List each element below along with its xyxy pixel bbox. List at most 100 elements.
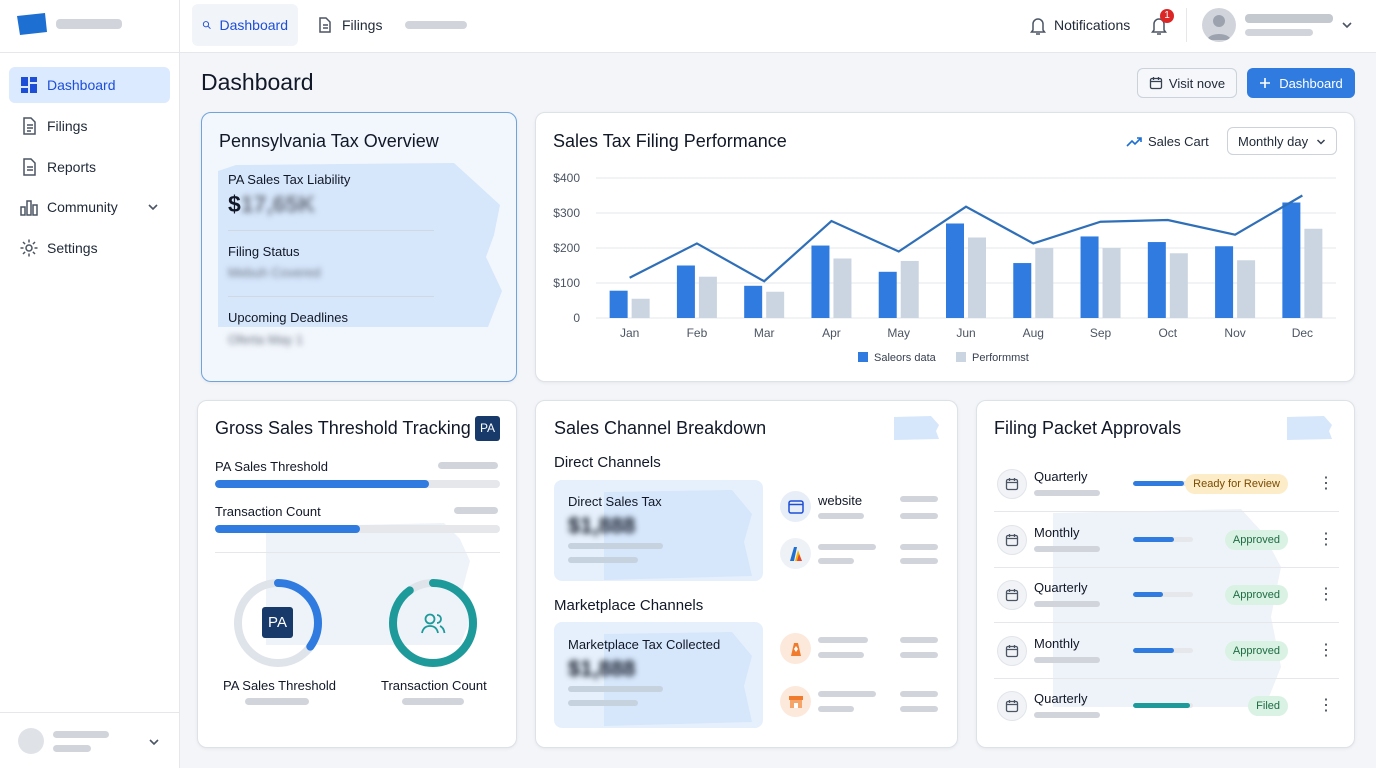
approval-row[interactable]: Monthly Approved ⋮	[994, 513, 1339, 568]
value-placeholder	[818, 558, 854, 564]
tab-placeholder	[405, 21, 467, 29]
calendar-icon	[1005, 589, 1019, 602]
bar-primary	[744, 285, 763, 318]
user-name-placeholder	[1245, 14, 1333, 23]
card-title: Sales Tax Filing Performance	[553, 131, 787, 151]
bar-secondary	[1102, 248, 1121, 318]
app-channel-icon[interactable]	[780, 538, 811, 569]
bar-secondary	[1035, 248, 1054, 318]
card-title: Pennsylvania Tax Overview	[219, 131, 439, 151]
app-logo-icon[interactable]	[16, 12, 48, 36]
avatar[interactable]	[1202, 8, 1236, 42]
value-placeholder	[900, 652, 938, 658]
more-options-icon[interactable]: ⋮	[1318, 641, 1334, 659]
browser-icon	[787, 499, 804, 514]
direct-sales-value: $1,888	[568, 513, 636, 538]
avatar[interactable]	[18, 728, 44, 754]
more-options-icon[interactable]: ⋮	[1318, 697, 1334, 714]
website-channel-icon[interactable]	[780, 491, 811, 522]
approval-row[interactable]: Quarterly Ready for Review ⋮	[994, 457, 1339, 512]
donut-progress-arc	[389, 579, 477, 667]
approval-row[interactable]: Quarterly Filed ⋮	[994, 679, 1339, 734]
chevron-down-icon[interactable]	[1341, 20, 1353, 30]
notification-count-badge: 1	[1160, 9, 1174, 23]
notifications-label[interactable]: Notifications	[1054, 17, 1131, 33]
approval-row[interactable]: Quarterly Approved ⋮	[994, 568, 1339, 623]
tab-filings[interactable]: Filings	[306, 4, 392, 46]
bar-secondary	[1304, 228, 1323, 318]
sidebar-item-reports[interactable]: Reports	[9, 149, 170, 185]
filing-status-label: Filing Status	[228, 244, 300, 259]
value-placeholder	[568, 700, 638, 706]
page-title: Dashboard	[201, 69, 314, 95]
donut-label: PA Sales Threshold	[223, 678, 336, 693]
users-icon	[421, 613, 446, 634]
more-options-icon[interactable]: ⋮	[1318, 530, 1334, 548]
value-placeholder	[454, 507, 498, 514]
transaction-count-donut	[389, 579, 477, 667]
approval-period-label: Quarterly	[1034, 580, 1088, 595]
calendar-icon-wrap	[997, 469, 1027, 499]
period-select[interactable]: Monthly day	[1227, 127, 1337, 155]
divider	[215, 552, 500, 553]
donut-label: Transaction Count	[381, 678, 487, 693]
approval-row[interactable]: Monthly Approved ⋮	[994, 624, 1339, 679]
sidebar-item-label: Filings	[47, 118, 88, 134]
legend-swatch	[858, 352, 868, 362]
pennsylvania-map-icon	[894, 416, 939, 440]
dashboard-primary-button[interactable]: Dashboard	[1247, 68, 1355, 98]
bar-primary	[1215, 246, 1234, 318]
approval-period-label: Monthly	[1034, 524, 1080, 540]
marketplace-channel-icon[interactable]	[780, 633, 811, 664]
progress-fill	[1133, 536, 1174, 542]
filing-status-value: Mebuh Covered	[228, 265, 321, 280]
bar-primary	[609, 290, 628, 318]
select-value: Monthly day	[1238, 133, 1309, 149]
threshold-label: PA Sales Threshold	[215, 459, 328, 474]
x-tick-label: Mar	[754, 326, 775, 340]
more-options-icon[interactable]: ⋮	[1318, 475, 1334, 492]
bar-secondary	[1169, 253, 1188, 318]
sidebar-item-community[interactable]: Community	[9, 189, 170, 225]
trend-up-icon	[1126, 137, 1142, 147]
website-label: website	[818, 493, 863, 508]
x-tick-label: May	[887, 326, 910, 340]
value-placeholder	[245, 698, 309, 705]
store-channel-icon[interactable]	[780, 686, 811, 717]
y-tick-label: $200	[553, 241, 580, 255]
report-icon	[23, 158, 36, 176]
approval-progress-bar	[1133, 481, 1193, 486]
sidebar-item-dashboard[interactable]: Dashboard	[9, 67, 170, 103]
status-badge: Approved	[1224, 529, 1288, 550]
marketplace-tax-tile[interactable]: Marketplace Tax Collected $1,888	[554, 622, 763, 728]
value-placeholder	[900, 637, 938, 643]
progress-fill	[215, 480, 429, 488]
direct-sales-tile[interactable]: Direct Sales Tax $1,888	[554, 480, 763, 581]
user-name-placeholder	[53, 731, 109, 738]
upcoming-deadlines-label: Upcoming Deadlines	[228, 310, 348, 325]
sidebar-item-filings[interactable]: Filings	[9, 108, 170, 144]
bar-primary	[811, 245, 830, 318]
sidebar-item-label: Dashboard	[47, 77, 116, 93]
more-options-icon[interactable]: ⋮	[1318, 586, 1334, 603]
sales-cart-label[interactable]: Sales Cart	[1148, 134, 1209, 149]
calendar-icon	[1005, 478, 1019, 491]
bar-secondary	[900, 260, 919, 318]
value-placeholder	[818, 706, 854, 712]
tab-dashboard[interactable]: Dashboard	[192, 4, 298, 46]
status-badge: Ready for Review	[1185, 474, 1288, 494]
approval-period-label: Monthly	[1034, 635, 1080, 651]
status-badge: Approved	[1224, 640, 1288, 661]
value-placeholder	[818, 513, 864, 519]
chevron-down-icon[interactable]	[148, 737, 160, 747]
calendar-icon	[1005, 700, 1019, 713]
trend-line	[629, 194, 1303, 283]
sidebar-item-settings[interactable]: Settings	[9, 230, 170, 266]
approval-progress-bar	[1133, 703, 1193, 708]
value-placeholder	[568, 686, 663, 692]
gear-icon	[20, 239, 38, 257]
visit-button[interactable]: Visit nove	[1137, 68, 1237, 98]
transaction-count-label: Transaction Count	[215, 504, 321, 519]
chevron-down-icon[interactable]	[147, 202, 159, 212]
bell-icon[interactable]	[1029, 16, 1047, 36]
